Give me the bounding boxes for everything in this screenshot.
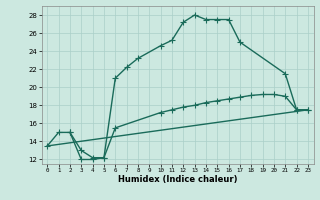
X-axis label: Humidex (Indice chaleur): Humidex (Indice chaleur) (118, 175, 237, 184)
